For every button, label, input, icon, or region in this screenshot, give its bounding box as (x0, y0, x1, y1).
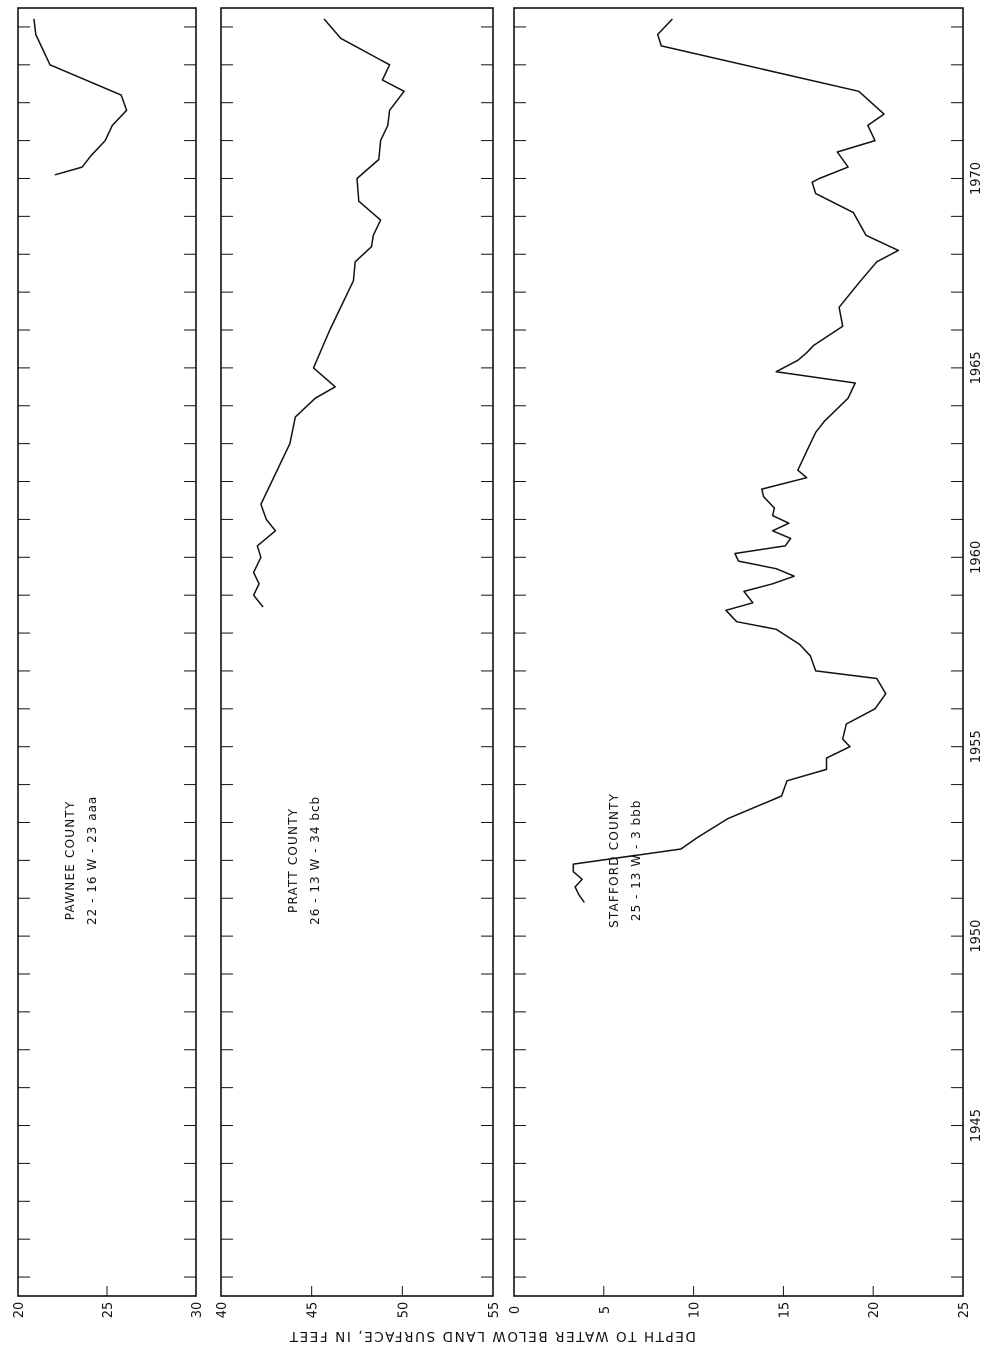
depth-tick-label: 20 (12, 1302, 27, 1319)
year-tick-label: 1960 (969, 541, 984, 574)
panel-frame (220, 7, 494, 1297)
depth-tick-label: 40 (215, 1302, 230, 1319)
panel-3: 0 5 10 15 20 25 STAFFORD COUNTY 25 - 13 W - 3 b… (508, 7, 972, 1319)
panel-frame (17, 7, 197, 1297)
depth-tick-label: 25 (957, 1302, 972, 1319)
year-tick-label: 1965 (969, 351, 984, 384)
well-title: STAFFORD COUNTY (607, 793, 621, 928)
well-location-id: 25 - 13 W - 3 bbb (629, 800, 643, 921)
depth-tick-label: 10 (688, 1302, 703, 1319)
panel-2: 40 45 50 55 PRATT COUNTY 26 - 13 W - 34 bcb (215, 7, 502, 1319)
depth-tick-label: 5 (598, 1306, 613, 1314)
depth-tick-label: 55 (487, 1302, 502, 1319)
well-title: PAWNEE COUNTY (63, 801, 77, 921)
depth-tick-label: 0 (508, 1306, 523, 1314)
depth-tick-label: 15 (777, 1302, 792, 1319)
depth-tick-label: 20 (867, 1302, 882, 1319)
panel-1: 20 25 30 PAWNEE COUNTY 22 - 16 W - 23 aaa (12, 7, 205, 1319)
depth-tick-label: 45 (306, 1302, 321, 1319)
year-tick-label: 1950 (969, 920, 984, 953)
depth-tick-label: 25 (101, 1302, 116, 1319)
depth-tick-label: 30 (190, 1302, 205, 1319)
depth-tick-label: 50 (396, 1302, 411, 1319)
well-location-id: 22 - 16 W - 23 aaa (85, 796, 99, 925)
well-title: PRATT COUNTY (286, 808, 300, 913)
year-tick-labels: 1945 1950 1955 1960 1965 1970 (969, 162, 984, 1142)
depth-series-line (252, 18, 405, 608)
year-tick-label: 1945 (969, 1109, 984, 1142)
year-tick-label: 1955 (969, 730, 984, 763)
y-axis-label: DEPTH TO WATER BELOW LAND SURFACE, IN FE… (288, 1328, 696, 1344)
depth-series-line (572, 18, 900, 903)
panel-frame (513, 7, 964, 1297)
well-location-id: 26 - 13 W - 34 bcb (308, 796, 322, 925)
year-tick-label: 1970 (969, 162, 984, 195)
depth-series-line (33, 18, 128, 176)
